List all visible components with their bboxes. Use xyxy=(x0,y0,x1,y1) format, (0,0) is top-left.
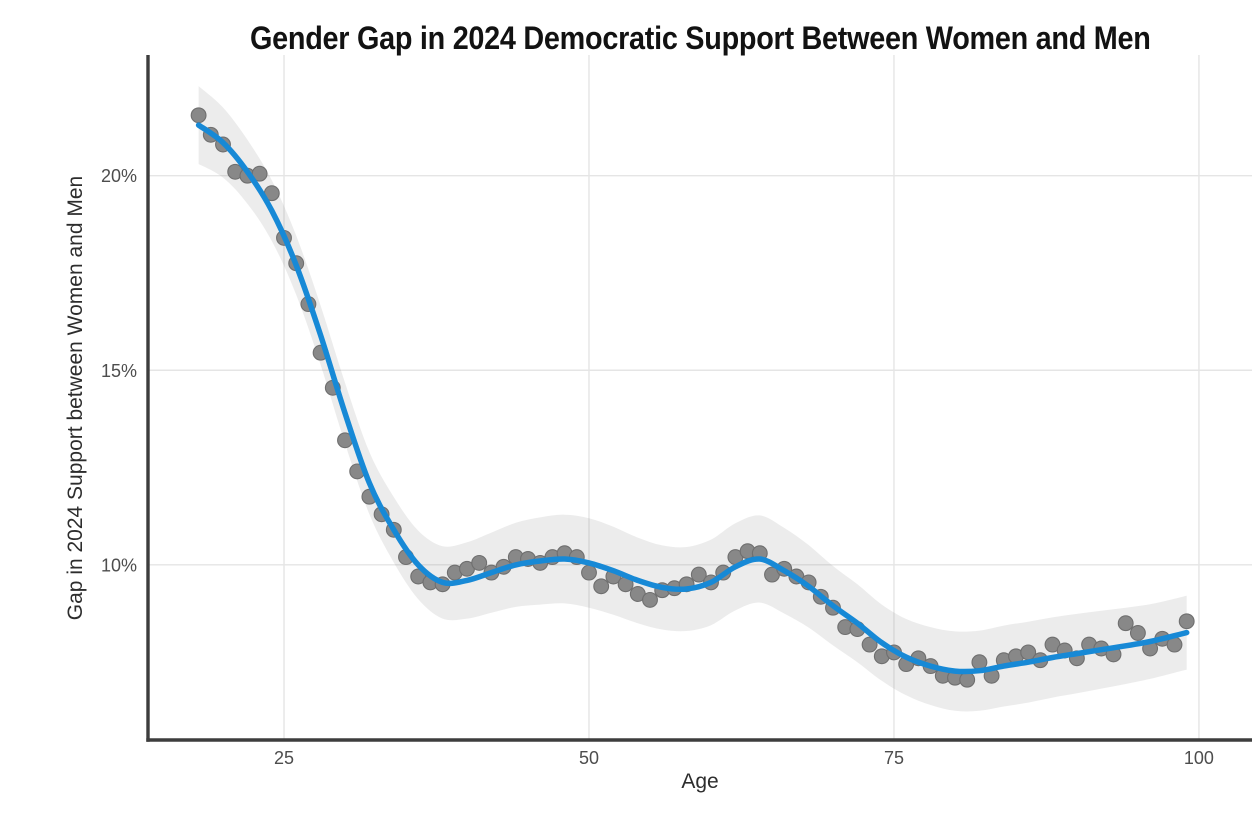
scatter-point xyxy=(251,165,268,182)
scatter-point xyxy=(1178,613,1195,630)
y-tick-label: 20% xyxy=(101,166,137,186)
x-tick-label: 75 xyxy=(884,748,904,768)
scatter-point xyxy=(642,591,658,608)
x-axis-title: Age xyxy=(681,770,719,793)
y-tick-label: 15% xyxy=(101,361,137,381)
scatter-point xyxy=(471,554,488,571)
smooth-trend-line xyxy=(195,122,1190,675)
scatter-point xyxy=(959,671,976,688)
confidence-band xyxy=(198,86,1187,712)
scatter-point xyxy=(593,578,610,595)
scatter-point xyxy=(861,636,878,653)
x-tick-label: 25 xyxy=(274,748,294,768)
scatter-point xyxy=(1129,625,1146,641)
y-tick-label: 10% xyxy=(101,555,137,575)
x-tick-label: 100 xyxy=(1184,748,1214,768)
scatter-point xyxy=(690,566,707,583)
scatter-point xyxy=(190,107,207,124)
scatter-point xyxy=(1117,615,1134,632)
scatter-point xyxy=(581,564,597,581)
chart-title-text: Gender Gap in 2024 Democratic Support Be… xyxy=(249,20,1151,56)
chart-title: Gender Gap in 2024 Democratic Support Be… xyxy=(148,20,1252,57)
x-tick-label: 50 xyxy=(579,748,599,768)
